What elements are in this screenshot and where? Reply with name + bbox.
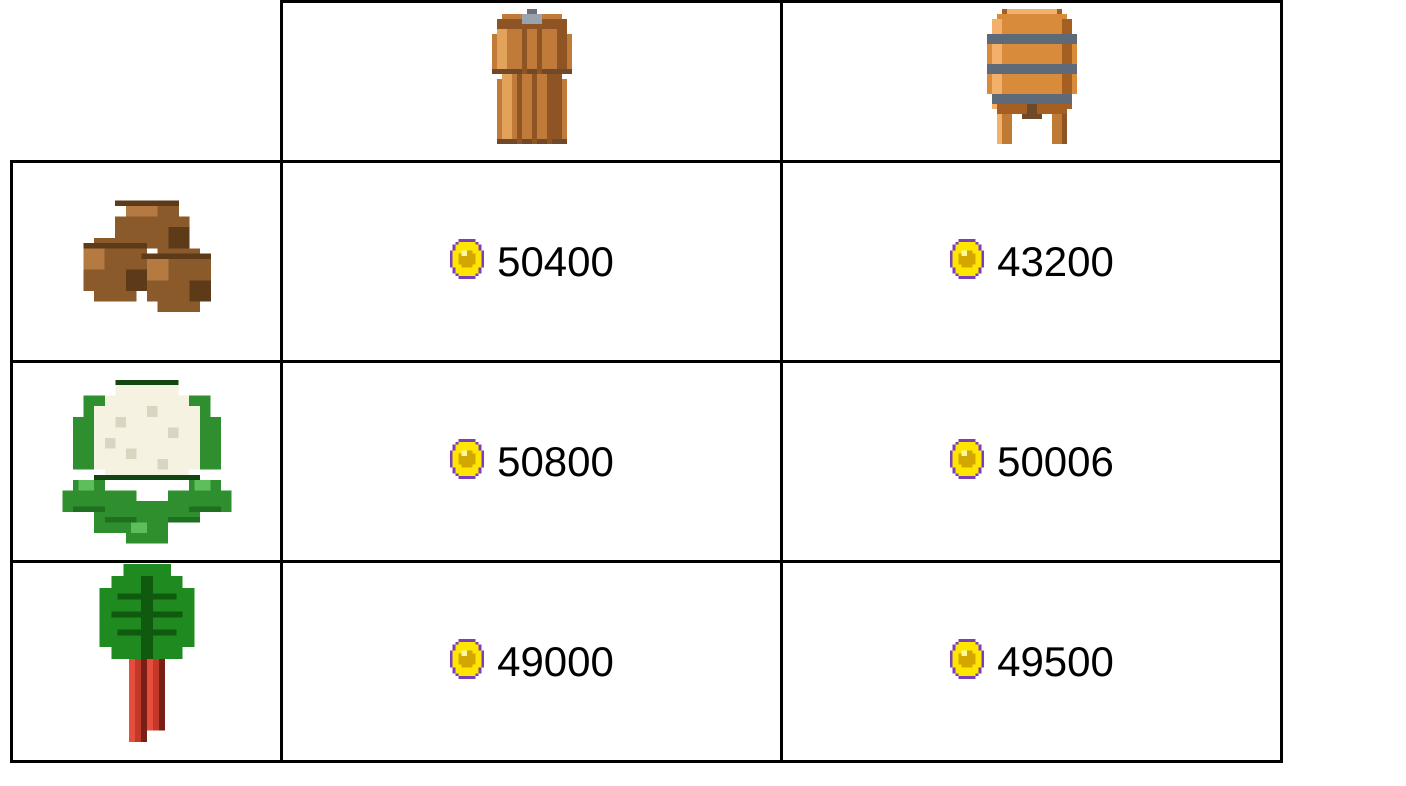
preserves-jar-icon bbox=[467, 141, 597, 158]
value-cell: 50006 bbox=[782, 362, 1282, 562]
value-text: 49000 bbox=[497, 638, 614, 686]
value-cell: 43200 bbox=[782, 162, 1282, 362]
value-text: 50400 bbox=[497, 238, 614, 286]
value-cell: 49000 bbox=[282, 562, 782, 762]
table-row: 50400 bbox=[12, 162, 1282, 362]
value-cell: 49500 bbox=[782, 562, 1282, 762]
table-row: 49000 bbox=[12, 562, 1282, 762]
keg-icon bbox=[962, 141, 1102, 158]
gold-coin-icon bbox=[449, 239, 485, 284]
value-text: 50800 bbox=[497, 438, 614, 486]
item-cell-potato bbox=[12, 162, 282, 362]
item-cell-rhubarb bbox=[12, 562, 282, 762]
value-cell: 50400 bbox=[282, 162, 782, 362]
value-text: 49500 bbox=[997, 638, 1114, 686]
profit-table: 50400 bbox=[10, 0, 1283, 763]
cauliflower-icon bbox=[52, 541, 242, 558]
value-text: 50006 bbox=[997, 438, 1114, 486]
header-blank-cell bbox=[12, 2, 282, 162]
value-cell: 50800 bbox=[282, 362, 782, 562]
item-cell-cauliflower bbox=[12, 362, 282, 562]
header-preserves-jar bbox=[282, 2, 782, 162]
table-header-row bbox=[12, 2, 1282, 162]
table-row: 50800 bbox=[12, 362, 1282, 562]
page-root: 50400 bbox=[0, 0, 1406, 786]
gold-coin-icon bbox=[949, 439, 985, 484]
header-keg bbox=[782, 2, 1282, 162]
gold-coin-icon bbox=[949, 639, 985, 684]
potato-icon bbox=[62, 331, 232, 348]
gold-coin-icon bbox=[449, 639, 485, 684]
gold-coin-icon bbox=[949, 239, 985, 284]
rhubarb-icon bbox=[52, 741, 242, 758]
value-text: 43200 bbox=[997, 238, 1114, 286]
gold-coin-icon bbox=[449, 439, 485, 484]
